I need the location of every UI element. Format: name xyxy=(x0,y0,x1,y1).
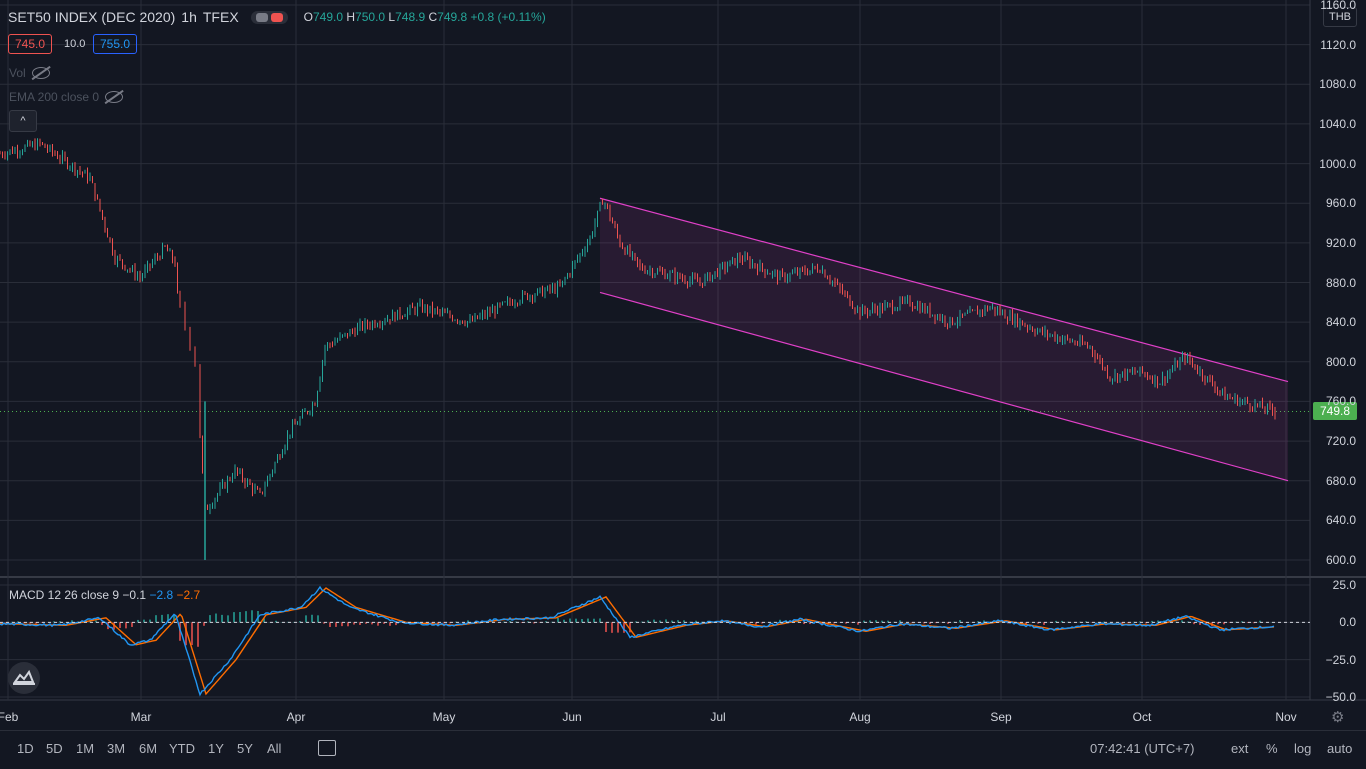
time-tick-label: Mar xyxy=(130,710,152,724)
time-tick-label: Nov xyxy=(1275,710,1297,724)
macd-tick-label: 0.0 xyxy=(1339,615,1356,630)
price-tick-label: 920.0 xyxy=(1325,235,1356,250)
bottom-toolbar xyxy=(0,730,1366,769)
legend-toggle[interactable] xyxy=(250,10,288,24)
time-tick-label: Jun xyxy=(562,710,582,724)
ext-toggle[interactable]: ext xyxy=(1231,741,1249,756)
price-tick-label: 720.0 xyxy=(1325,434,1356,449)
time-tick-label: Apr xyxy=(286,710,306,724)
goto-date-icon[interactable] xyxy=(318,740,336,756)
price-tick-label: 800.0 xyxy=(1325,354,1356,369)
time-tick-label: May xyxy=(432,710,456,724)
macd-line-value: −2.8 xyxy=(149,588,174,602)
clock-label[interactable]: 07:42:41 (UTC+7) xyxy=(1090,741,1195,756)
auto-toggle[interactable]: auto xyxy=(1327,741,1353,756)
price-tick-label: 760.0 xyxy=(1325,394,1356,409)
time-tick-label: Sep xyxy=(990,710,1012,724)
range-button-1m[interactable]: 1M xyxy=(76,741,95,756)
percent-toggle[interactable]: % xyxy=(1266,741,1278,756)
price-tick-label: 1080.0 xyxy=(1319,77,1356,92)
log-toggle[interactable]: log xyxy=(1294,741,1312,756)
range-button-6m[interactable]: 6M xyxy=(139,741,158,756)
collapse-legend-button[interactable]: ^ xyxy=(9,110,37,132)
symbol-title[interactable]: SET50 INDEX (DEC 2020) xyxy=(8,9,176,25)
time-tick-label: Oct xyxy=(1132,710,1152,724)
volume-study-legend[interactable]: Vol xyxy=(9,66,50,80)
price-tick-label: 640.0 xyxy=(1325,513,1356,528)
time-tick-label: Aug xyxy=(849,710,871,724)
price-tick-label: 840.0 xyxy=(1325,315,1356,330)
settings-gear-icon[interactable]: ⚙ xyxy=(1331,709,1345,726)
range-button-5y[interactable]: 5Y xyxy=(237,741,253,756)
macd-hist-value: −0.1 xyxy=(122,588,147,602)
time-tick-label: Jul xyxy=(710,710,726,724)
price-tick-label: 1000.0 xyxy=(1319,156,1356,171)
hidden-eye-icon[interactable] xyxy=(31,67,50,79)
range-button-3m[interactable]: 3M xyxy=(107,741,126,756)
tradingview-logo-icon[interactable] xyxy=(8,662,40,694)
macd-line xyxy=(0,585,1275,697)
interval-label[interactable]: 1h xyxy=(181,9,197,25)
price-tick-label: 960.0 xyxy=(1325,196,1356,211)
bid-price-box[interactable]: 745.0 xyxy=(8,34,53,54)
range-button-5d[interactable]: 5D xyxy=(46,741,63,756)
minus-icon xyxy=(255,12,268,22)
symbol-legend: SET50 INDEX (DEC 2020) 1h TFEX O749.0 H7… xyxy=(8,9,546,25)
wave-icon xyxy=(270,12,283,22)
price-tick-label: 1120.0 xyxy=(1320,37,1356,52)
channel-upper-line xyxy=(599,197,1289,383)
macd-signal-value: −2.7 xyxy=(176,588,201,602)
macd-tick-label: 25.0 xyxy=(1332,578,1356,592)
range-button-ytd[interactable]: YTD xyxy=(169,741,195,756)
currency-badge[interactable]: THB xyxy=(1323,7,1357,27)
ohlc-values: O749.0 H750.0 L748.9 C749.8 +0.8 (+0.11%… xyxy=(303,10,546,24)
ema-study-legend[interactable]: EMA 200 close 0 xyxy=(9,90,124,104)
last-price-label: 749.8 xyxy=(1313,402,1357,420)
macd-tick-label: −50.0 xyxy=(1325,690,1356,704)
price-tick-label: 680.0 xyxy=(1325,473,1356,488)
channel-fill xyxy=(600,198,1288,481)
ask-price-box[interactable]: 755.0 xyxy=(93,34,138,54)
price-tick-label: 600.0 xyxy=(1325,553,1356,567)
hidden-eye-icon[interactable] xyxy=(105,91,124,103)
macd-signal-line xyxy=(0,587,1275,696)
range-button-1y[interactable]: 1Y xyxy=(208,741,224,756)
macd-tick-label: −25.0 xyxy=(1325,652,1356,667)
price-tick-label: 880.0 xyxy=(1325,275,1356,290)
exchange-label: TFEX xyxy=(202,9,239,25)
channel-lower-line xyxy=(599,291,1289,482)
price-tick-label: 1160.0 xyxy=(1320,0,1356,12)
spread-value: 10.0 xyxy=(64,38,86,50)
range-button-1d[interactable]: 1D xyxy=(17,741,34,756)
time-tick-label: Feb xyxy=(0,710,19,724)
range-button-all[interactable]: All xyxy=(267,741,282,756)
price-tick-label: 1040.0 xyxy=(1319,116,1356,131)
macd-legend[interactable]: MACD 12 26 close 9 −0.1 −2.8 −2.7 xyxy=(9,588,201,602)
